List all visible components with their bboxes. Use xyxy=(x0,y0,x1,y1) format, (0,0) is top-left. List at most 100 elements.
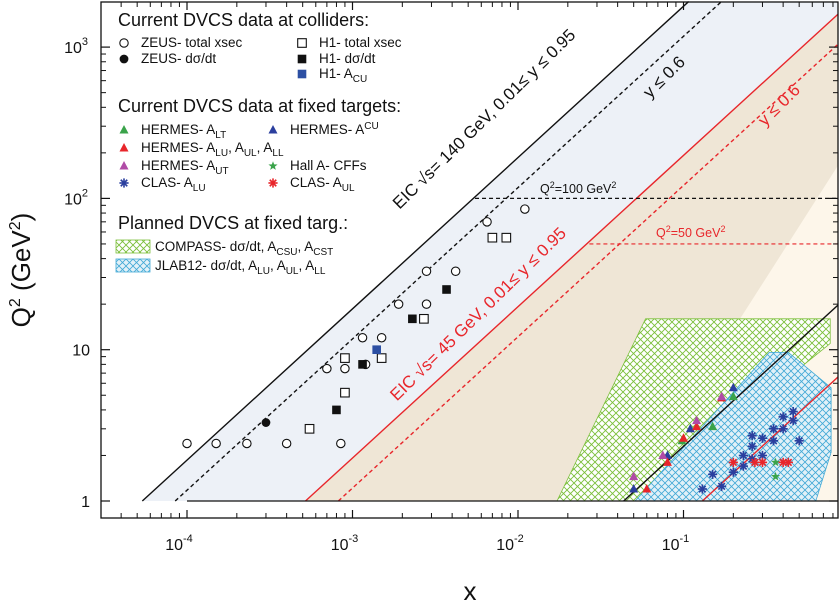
legend-marker-zeus-dsdt xyxy=(119,54,129,64)
q2-50-label: Q2=50 GeV2 xyxy=(656,224,725,240)
clas-alu-point xyxy=(757,433,768,443)
eic45-y001-line xyxy=(701,376,838,502)
axes: 10-4 10-3 10-2 10-1 1 10 102 103 xyxy=(64,2,838,554)
legend-marker-h1-acu xyxy=(297,69,307,79)
hermes-alt-point xyxy=(728,391,738,401)
legend-marker-hermes-alt xyxy=(119,125,129,134)
legend-marker-hermes-aut xyxy=(119,161,129,170)
legend-label-halla: Hall A- CFFs xyxy=(290,158,367,173)
zeus-dsdt-point xyxy=(261,418,271,427)
legend-marker-hermes-alu xyxy=(119,143,129,152)
legend-heading-fixed: Current DVCS data at fixed targets: xyxy=(118,96,401,116)
h1-total-point xyxy=(501,232,512,243)
clas-alu-point xyxy=(778,412,788,422)
zeus-total-point xyxy=(336,438,346,449)
y-axis-label: Q2 (GeV2) xyxy=(6,213,36,328)
clas-aul-point xyxy=(757,457,768,467)
legend-heading-colliders: Current DVCS data at colliders: xyxy=(118,10,369,30)
zeus-total-point xyxy=(421,299,432,309)
clas-alu-point-stroke xyxy=(769,424,778,433)
y-axis-label-exp: 2 xyxy=(7,298,24,307)
zeus-total-point xyxy=(421,266,432,276)
x-tick-label: 10-4 xyxy=(165,533,193,554)
y-tick-label: 10 xyxy=(72,343,90,360)
h1-dsdt-point xyxy=(442,285,451,294)
clas-alu-point-stroke xyxy=(779,424,787,433)
data-markers xyxy=(182,204,804,494)
clas-alu-point-stroke xyxy=(789,416,798,425)
clas-aul-point-stroke xyxy=(758,458,767,467)
h1-total-point xyxy=(340,353,350,363)
x-tick-label: 10-1 xyxy=(662,533,690,554)
hermes-acu-point xyxy=(629,484,639,493)
clas-alu-point xyxy=(788,415,798,426)
clas-alu-point xyxy=(768,436,779,446)
clas-alu-point-stroke xyxy=(729,468,738,477)
clas-alu-point xyxy=(788,406,798,417)
clas-alu-point xyxy=(738,461,748,471)
legend-label-clas-alu: CLAS- ALU xyxy=(141,175,206,194)
legend-label-h1-total: H1- total xsec xyxy=(319,35,402,50)
hermes-aut-point xyxy=(629,471,639,481)
legend-heading-planned: Planned DVCS at fixed targ.: xyxy=(118,213,348,233)
legend-marker-zeus-total xyxy=(119,38,129,48)
clas-alu-point xyxy=(738,450,748,461)
clas-alu-point-stroke xyxy=(748,442,756,451)
zeus-total-point xyxy=(393,299,404,309)
y-tick-label: 103 xyxy=(64,36,88,57)
legend-marker-hermes-acu xyxy=(268,125,278,134)
eic140-y06-line xyxy=(174,1,722,502)
clas-alu-point-stroke xyxy=(717,482,726,491)
clas-alu-point-stroke xyxy=(758,451,767,460)
plot-frame xyxy=(100,1,839,519)
clas-alu-point-stroke xyxy=(758,434,767,443)
clas-alu-point-stroke xyxy=(708,470,717,479)
zeus-total-point xyxy=(450,266,461,276)
h1-total-point xyxy=(304,423,315,434)
zeus-total-point xyxy=(281,438,292,449)
legend-marker-clas-aul-stroke xyxy=(269,179,277,187)
legend-label-hermes-acu: HERMES- ACU xyxy=(290,121,379,137)
legend-marker-clas-aul xyxy=(268,178,278,188)
zeus-total-point xyxy=(211,438,221,449)
h1-total-point xyxy=(419,313,429,324)
legend-label-hermes-alt: HERMES- ALT xyxy=(141,122,226,141)
legend-marker-h1-dsdt xyxy=(297,54,307,64)
clas-alu-point xyxy=(728,467,738,477)
legend-label-compass: COMPASS- dσ/dt, ACSU, ACST xyxy=(155,239,333,258)
hermes-acu-point xyxy=(685,423,695,433)
zeus-total-point xyxy=(322,363,332,374)
q2-100-label: Q2=100 GeV2 xyxy=(540,180,616,196)
y-axis-close-paren: ) xyxy=(6,213,36,222)
clas-alu-point-stroke xyxy=(748,431,756,440)
hermes-alt-point xyxy=(708,421,718,431)
clas-alu-point xyxy=(717,481,727,491)
zeus-total-point xyxy=(376,332,387,343)
eic140-y095-line xyxy=(141,1,690,502)
zeus-total-point xyxy=(482,217,492,227)
svg-text:Q2 (GeV2): Q2 (GeV2) xyxy=(6,213,36,328)
legend-label-hermes-aut: HERMES- AUT xyxy=(141,158,229,177)
clas-alu-point xyxy=(747,441,757,451)
clas-aul-point-stroke xyxy=(751,458,759,467)
legend-label-h1-dsdt: H1- dσ/dt xyxy=(319,51,376,66)
legend-marker-halla xyxy=(268,161,278,170)
hermes-aut-point xyxy=(717,391,727,401)
eic45-y06-line xyxy=(337,43,838,502)
legend: Current DVCS data at colliders: Current … xyxy=(115,10,402,277)
legend-label-zeus-dsdt: ZEUS- dσ/dt xyxy=(141,51,216,66)
h1-dsdt-point xyxy=(332,405,341,415)
h1-dsdt-point xyxy=(358,360,367,369)
halla-point xyxy=(771,471,781,481)
h1-total-point xyxy=(487,232,498,243)
clas-aul-point-stroke xyxy=(729,458,738,467)
clas-alu-point xyxy=(697,484,707,494)
clas-alu-point xyxy=(794,436,804,446)
clas-aul-point-stroke xyxy=(784,458,793,467)
zeus-total-point xyxy=(182,438,192,449)
legend-label-h1-acu: H1- ACU xyxy=(319,66,367,85)
zeus-total-point xyxy=(340,363,350,374)
clas-alu-point-stroke xyxy=(739,462,748,470)
legend-label-jlab12: JLAB12- dσ/dt, ALU, AUL, ALL xyxy=(155,258,326,277)
halla-point xyxy=(771,457,781,467)
